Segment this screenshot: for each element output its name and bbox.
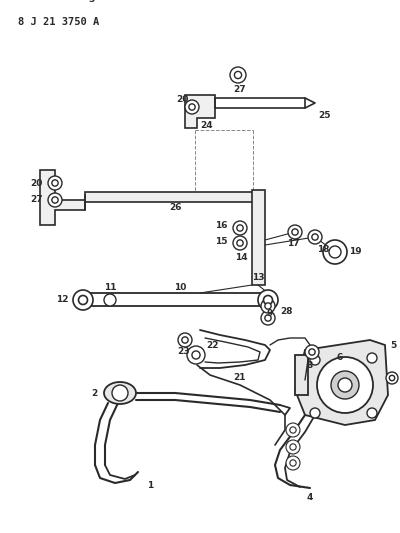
Text: 22: 22 bbox=[206, 341, 218, 350]
Circle shape bbox=[237, 225, 243, 231]
Text: 21: 21 bbox=[234, 374, 246, 383]
Polygon shape bbox=[85, 192, 255, 202]
Circle shape bbox=[48, 176, 62, 190]
Circle shape bbox=[338, 378, 352, 392]
Polygon shape bbox=[295, 340, 388, 425]
Circle shape bbox=[187, 346, 205, 364]
Text: 6: 6 bbox=[337, 353, 343, 362]
Polygon shape bbox=[252, 190, 265, 285]
Circle shape bbox=[310, 355, 320, 365]
Circle shape bbox=[312, 234, 318, 240]
Circle shape bbox=[52, 180, 58, 186]
Circle shape bbox=[264, 295, 272, 304]
Polygon shape bbox=[185, 95, 215, 128]
Circle shape bbox=[286, 423, 300, 437]
Text: 24: 24 bbox=[201, 120, 213, 130]
Text: 5: 5 bbox=[390, 341, 396, 350]
Circle shape bbox=[234, 71, 242, 78]
Circle shape bbox=[78, 295, 88, 304]
Circle shape bbox=[261, 311, 275, 325]
Circle shape bbox=[230, 67, 246, 83]
Text: 26: 26 bbox=[169, 204, 181, 213]
Text: 11: 11 bbox=[104, 284, 116, 293]
Circle shape bbox=[310, 408, 320, 418]
Circle shape bbox=[309, 349, 315, 355]
Text: 1: 1 bbox=[147, 481, 153, 490]
Circle shape bbox=[178, 333, 192, 347]
Circle shape bbox=[288, 225, 302, 239]
Text: 9: 9 bbox=[267, 310, 273, 319]
Text: 8: 8 bbox=[307, 361, 313, 370]
Text: 8 J 21 3750 A: 8 J 21 3750 A bbox=[18, 17, 99, 27]
Circle shape bbox=[265, 303, 271, 309]
Text: 12: 12 bbox=[56, 295, 69, 304]
Circle shape bbox=[305, 345, 319, 359]
Circle shape bbox=[290, 444, 296, 450]
Circle shape bbox=[367, 408, 377, 418]
Circle shape bbox=[192, 351, 200, 359]
Polygon shape bbox=[40, 170, 85, 225]
Text: 3: 3 bbox=[89, 0, 95, 4]
Circle shape bbox=[290, 427, 296, 433]
Circle shape bbox=[48, 193, 62, 207]
Polygon shape bbox=[295, 355, 308, 395]
Circle shape bbox=[331, 371, 359, 399]
Text: 18: 18 bbox=[317, 245, 330, 254]
Text: 27: 27 bbox=[234, 85, 246, 94]
Circle shape bbox=[182, 337, 188, 343]
Circle shape bbox=[265, 315, 271, 321]
Text: 16: 16 bbox=[216, 222, 228, 230]
Circle shape bbox=[233, 221, 247, 235]
Text: 28: 28 bbox=[280, 308, 292, 317]
Text: 15: 15 bbox=[216, 237, 228, 246]
Text: 10: 10 bbox=[174, 284, 186, 293]
Circle shape bbox=[386, 372, 398, 384]
Circle shape bbox=[329, 246, 341, 258]
Circle shape bbox=[317, 357, 373, 413]
Text: 14: 14 bbox=[235, 254, 248, 262]
Text: 25: 25 bbox=[318, 110, 330, 119]
Text: 19: 19 bbox=[349, 247, 362, 256]
Text: 17: 17 bbox=[287, 239, 299, 248]
Circle shape bbox=[237, 240, 243, 246]
Circle shape bbox=[73, 290, 93, 310]
Text: 2: 2 bbox=[92, 389, 98, 398]
Circle shape bbox=[308, 230, 322, 244]
Circle shape bbox=[292, 229, 298, 235]
Circle shape bbox=[52, 197, 58, 203]
Circle shape bbox=[112, 385, 128, 401]
Circle shape bbox=[389, 375, 395, 381]
Circle shape bbox=[323, 240, 347, 264]
Text: 20: 20 bbox=[176, 94, 188, 103]
Circle shape bbox=[185, 100, 199, 114]
Circle shape bbox=[189, 104, 195, 110]
Text: 4: 4 bbox=[307, 494, 313, 503]
Circle shape bbox=[286, 440, 300, 454]
Circle shape bbox=[367, 353, 377, 363]
Text: 20: 20 bbox=[31, 179, 43, 188]
Circle shape bbox=[233, 236, 247, 250]
Circle shape bbox=[258, 290, 278, 310]
Circle shape bbox=[261, 299, 275, 313]
Circle shape bbox=[290, 460, 296, 466]
Text: 23: 23 bbox=[177, 348, 189, 357]
Ellipse shape bbox=[104, 382, 136, 404]
Text: 13: 13 bbox=[252, 273, 264, 282]
Text: 27: 27 bbox=[30, 196, 43, 205]
Circle shape bbox=[286, 456, 300, 470]
Circle shape bbox=[104, 294, 116, 306]
